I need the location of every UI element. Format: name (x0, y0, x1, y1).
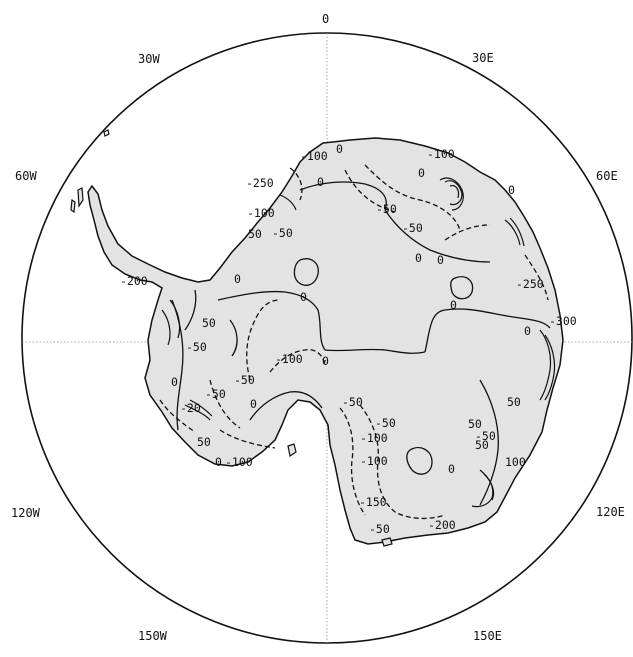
contour-label: -200 (428, 518, 456, 532)
contour-label: -50 (186, 340, 207, 354)
contour-label: 0 (234, 272, 241, 286)
meridian-label-0: 0 (322, 12, 329, 26)
meridian-label-120w: 120W (11, 506, 41, 520)
contour-label: -50 (475, 429, 496, 443)
contour-label: -250 (246, 176, 274, 190)
contour-label: -50 (375, 416, 396, 430)
contour-label: 0 (171, 375, 178, 389)
contour-label: -150 (359, 495, 387, 509)
contour-label: -50 (234, 373, 255, 387)
island-tip (70, 198, 76, 214)
contour-label: 100 (505, 455, 526, 469)
contour-label: -50 (205, 387, 226, 401)
contour-label: 0 (322, 354, 329, 368)
contour-label: -100 (225, 455, 253, 469)
meridian-label-150w: 150W (138, 629, 168, 643)
contour-label: -50 (272, 226, 293, 240)
dashed-contours (159, 164, 549, 520)
meridian-label-60e: 60E (596, 169, 618, 183)
meridian-label-60w: 60W (15, 169, 37, 183)
contour-label: 0 (450, 298, 457, 312)
contour-label: -100 (427, 147, 455, 161)
meridian-label-30e: 30E (472, 51, 494, 65)
contour-label: 0 (300, 290, 307, 304)
island-balleny (381, 537, 393, 547)
contour-label: 0 (448, 462, 455, 476)
island-north (103, 129, 110, 137)
contour-label: 0 (317, 175, 324, 189)
contour-label: -100 (360, 454, 388, 468)
contour-label: 0 (250, 397, 257, 411)
contour-label: 0 (415, 251, 422, 265)
contour-label: 50 (507, 395, 521, 409)
contour-label: -50 (342, 395, 363, 409)
meridian-label-120e: 120E (596, 505, 625, 519)
contour-label: 0 (215, 455, 222, 469)
contour-label: -20 (180, 401, 201, 415)
contour-label: 0 (336, 142, 343, 156)
contour-label: 50 (468, 417, 482, 431)
contour-label: -100 (300, 149, 328, 163)
island-ross-sea (287, 443, 297, 457)
contour-label: -100 (360, 431, 388, 445)
meridian-label-150e: 150E (473, 629, 502, 643)
contour-label: 0 (437, 253, 444, 267)
contour-label: 0 (524, 324, 531, 338)
antarctica-landmass (87, 137, 564, 545)
contour-label: 50 (202, 316, 216, 330)
contour-label: -100 (247, 206, 275, 220)
contour-label: -50 (402, 221, 423, 235)
contour-label: 50 (475, 438, 489, 452)
dense-contour-clusters (161, 177, 556, 508)
contour-label: 50 (197, 435, 211, 449)
meridian-label-30w: 30W (138, 52, 160, 66)
contour-label: -200 (120, 274, 148, 288)
contour-label: -50 (376, 202, 397, 216)
contour-label: 0 (508, 183, 515, 197)
contour-label: -250 (516, 277, 544, 291)
contour-label: -50 (369, 522, 390, 536)
contour-label: -100 (275, 352, 303, 366)
contour-labels: -100 0 -250 0 -100 -100 50 -50 0 -50 -50… (120, 142, 577, 536)
island-west (77, 187, 84, 208)
contour-label: 50 (248, 227, 262, 241)
contour-label: 0 (418, 166, 425, 180)
solid-contours (171, 181, 551, 506)
contour-label: -300 (549, 314, 577, 328)
